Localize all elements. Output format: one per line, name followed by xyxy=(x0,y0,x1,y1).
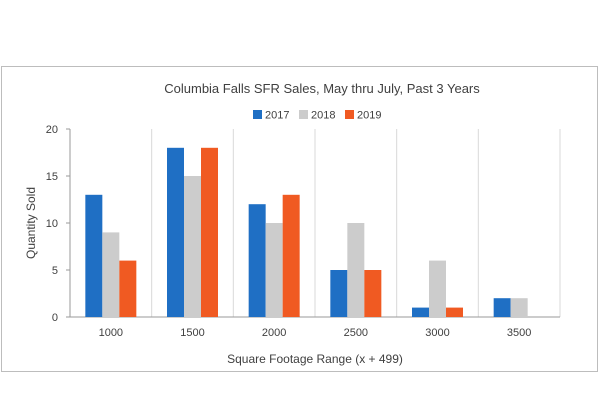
bar-2018-1000 xyxy=(102,232,120,317)
bar-2019-3000 xyxy=(446,307,463,317)
bar-2019-1000 xyxy=(119,260,137,317)
x-tick-label: 2500 xyxy=(344,327,368,339)
y-tick-label: 20 xyxy=(46,124,58,136)
bar-2017-1000 xyxy=(85,194,103,317)
legend-swatch-2017 xyxy=(253,110,262,119)
y-tick-label: 5 xyxy=(52,265,58,277)
bar-2018-1500 xyxy=(184,176,201,317)
bar-2019-2500 xyxy=(364,270,382,317)
y-axis-title: Quantity Sold xyxy=(24,187,38,259)
bar-2017-3000 xyxy=(412,307,429,317)
bar-2019-2000 xyxy=(282,194,300,317)
chart-legend: 2017 2018 2019 xyxy=(253,110,381,122)
bar-2017-2000 xyxy=(248,204,266,317)
chart-title: Columbia Falls SFR Sales, May thru July,… xyxy=(164,81,480,96)
category-gridlines xyxy=(151,129,561,317)
bars xyxy=(85,147,528,317)
bar-2018-2000 xyxy=(265,223,283,317)
bar-2018-3000 xyxy=(429,260,446,317)
y-tick-labels: 0 5 10 15 20 xyxy=(46,124,70,324)
x-tick-label: 1500 xyxy=(180,327,204,339)
bar-2018-2500 xyxy=(347,223,365,317)
legend-label-2018: 2018 xyxy=(311,110,335,122)
legend-swatch-2019 xyxy=(345,110,354,119)
x-tick-label: 2000 xyxy=(262,327,286,339)
legend-swatch-2018 xyxy=(299,110,308,119)
x-axis-title: Square Footage Range (x + 499) xyxy=(227,352,403,366)
legend-label-2017: 2017 xyxy=(265,110,289,122)
bar-2017-1500 xyxy=(167,147,184,317)
bar-2019-1500 xyxy=(201,147,218,317)
legend-label-2019: 2019 xyxy=(357,110,381,122)
x-tick-labels: 1000 1500 2000 2500 3000 3500 xyxy=(99,327,532,339)
x-tick-label: 1000 xyxy=(99,327,123,339)
y-tick-label: 10 xyxy=(46,218,58,230)
bar-2018-3500 xyxy=(510,298,528,317)
y-tick-label: 0 xyxy=(52,312,58,324)
bar-2017-2500 xyxy=(330,270,348,317)
bar-2017-3500 xyxy=(493,298,511,317)
x-tick-label: 3000 xyxy=(425,327,449,339)
x-tick-label: 3500 xyxy=(507,327,531,339)
y-tick-label: 15 xyxy=(46,171,58,183)
